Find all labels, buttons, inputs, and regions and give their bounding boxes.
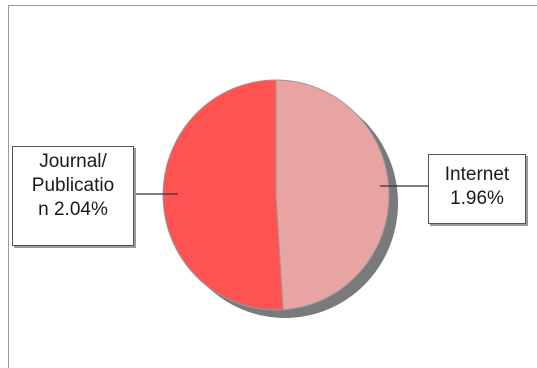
pie-slice-journal-publication	[162, 79, 284, 311]
pie-slice-internet	[275, 79, 390, 311]
chart-frame	[8, 5, 537, 368]
pie-slices	[162, 79, 398, 318]
data-label-journal-publication: Journal/ Publicatio n 2.04%	[12, 146, 134, 246]
data-label-internet: Internet 1.96%	[428, 154, 526, 224]
